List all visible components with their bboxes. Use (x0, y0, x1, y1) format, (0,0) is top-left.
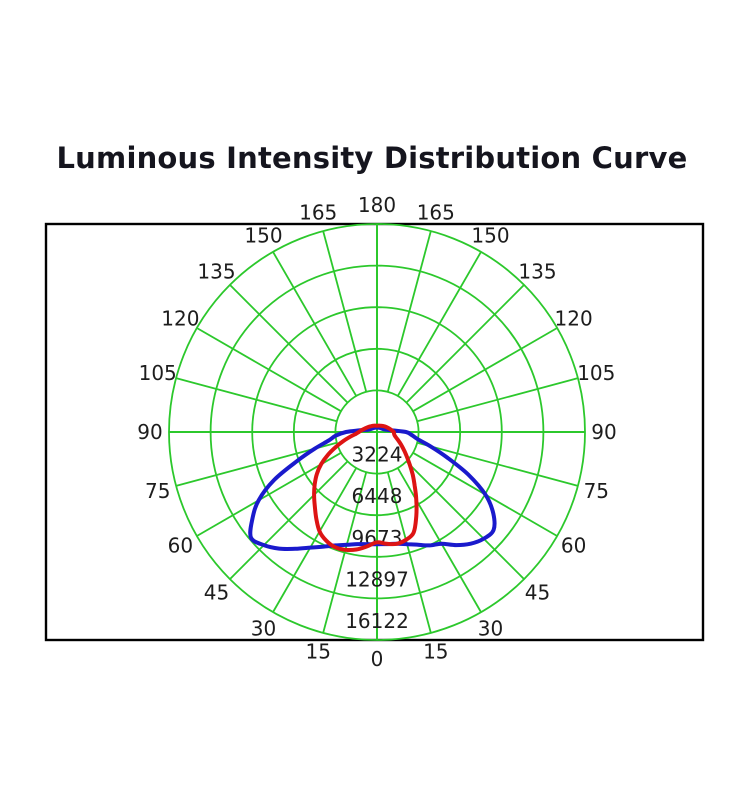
angle-tick-label: 120 (555, 307, 593, 331)
angle-tick-label: 0 (371, 647, 384, 671)
angle-tick-label: 45 (204, 581, 229, 605)
angle-tick-label: 75 (145, 479, 170, 503)
grid-spoke (397, 467, 482, 613)
grid-spoke (196, 452, 342, 537)
grid-spoke (386, 230, 432, 393)
grid-spoke (272, 251, 357, 397)
grid-spoke (322, 471, 368, 634)
angle-tick-label: 90 (591, 420, 616, 444)
red-intensity-curve (312, 423, 419, 553)
intensity-tick-label: 12897 (345, 567, 409, 591)
angle-tick-label: 135 (197, 260, 235, 284)
grid-spoke (229, 284, 349, 404)
angle-tick-label: 165 (299, 201, 337, 225)
grid-spoke (175, 377, 338, 423)
angle-tick-label: 105 (139, 361, 177, 385)
grid-spoke (229, 460, 349, 580)
angle-tick-label: 75 (584, 479, 609, 503)
intensity-tick-label: 16122 (345, 609, 409, 633)
angle-tick-label: 150 (244, 223, 282, 247)
angle-tick-label: 135 (518, 260, 556, 284)
grid-spoke (196, 327, 342, 412)
grid-spoke (405, 284, 525, 404)
angle-tick-label: 150 (471, 223, 509, 247)
intensity-tick-label: 6448 (352, 484, 403, 508)
grid-spoke (416, 377, 579, 423)
intensity-tick-label: 3224 (352, 443, 403, 467)
grid-spoke (397, 251, 482, 397)
chart-title: Luminous Intensity Distribution Curve (56, 141, 688, 175)
angle-tick-label: 45 (525, 581, 550, 605)
angle-tick-label: 60 (168, 534, 193, 558)
angle-tick-label: 120 (161, 307, 199, 331)
angle-tick-label: 60 (561, 534, 586, 558)
angle-tick-label: 165 (417, 201, 455, 225)
angle-tick-label: 30 (478, 617, 503, 641)
angle-tick-label: 15 (305, 639, 330, 663)
angle-tick-label: 105 (577, 361, 615, 385)
grid-spoke (416, 441, 579, 487)
angle-tick-label: 90 (137, 420, 162, 444)
grid-spoke (386, 471, 432, 634)
grid-spoke (412, 327, 558, 412)
grid-spoke (272, 467, 357, 613)
angle-tick-label: 15 (423, 639, 448, 663)
grid-spoke (322, 230, 368, 393)
angle-tick-label: 180 (358, 193, 396, 217)
grid-spoke (405, 460, 525, 580)
angle-tick-label: 30 (251, 617, 276, 641)
